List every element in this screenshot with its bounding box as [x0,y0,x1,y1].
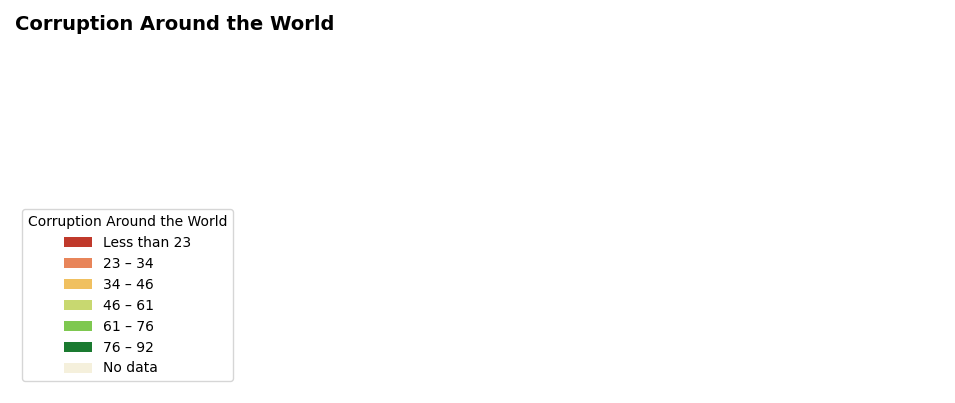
Legend: Less than 23, 23 – 34, 34 – 46, 46 – 61, 61 – 76, 76 – 92, No data: Less than 23, 23 – 34, 34 – 46, 46 – 61,… [22,209,233,381]
Text: Corruption Around the World: Corruption Around the World [15,15,334,34]
